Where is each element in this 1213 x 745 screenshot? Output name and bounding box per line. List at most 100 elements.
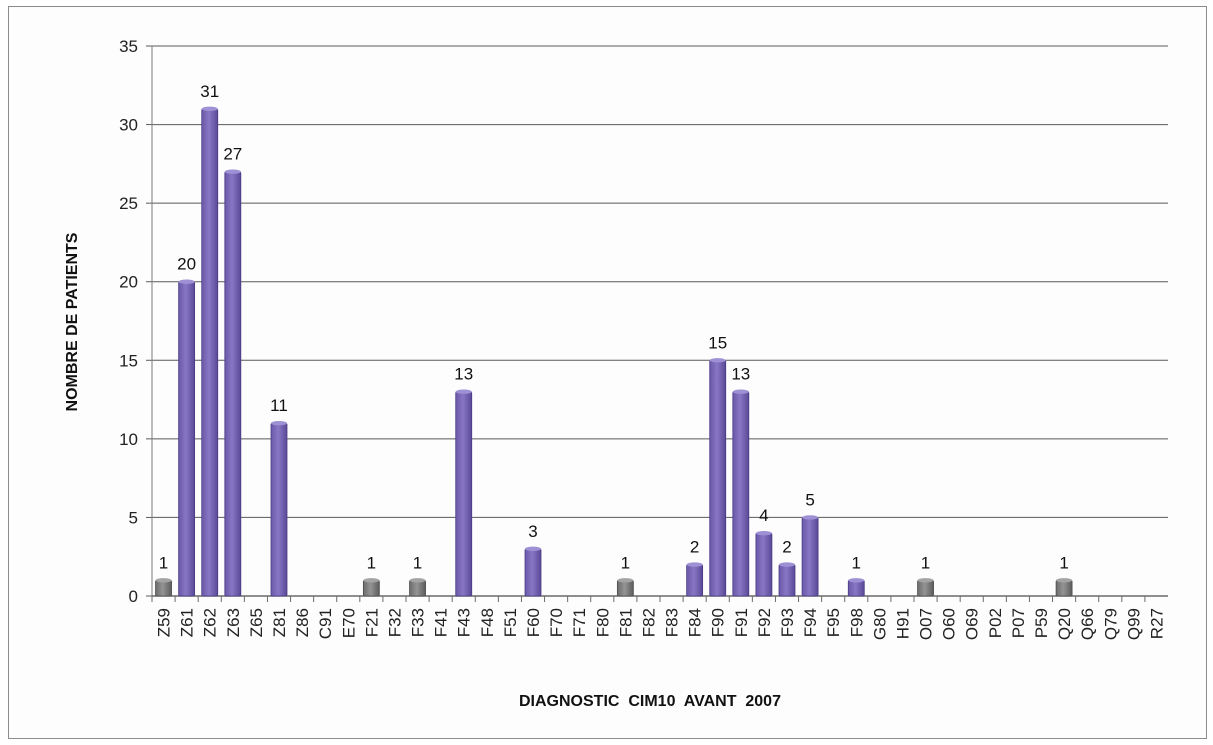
bar-cap	[409, 578, 426, 583]
x-tick-label: Z62	[201, 608, 220, 637]
bar	[616, 579, 634, 597]
x-tick-label: F90	[709, 608, 728, 637]
x-tick-label: H91	[893, 608, 912, 639]
x-tick-label: G80	[870, 608, 889, 640]
x-tick-label: F70	[547, 608, 566, 637]
x-tick-label: P02	[986, 608, 1005, 638]
data-label: 5	[805, 490, 814, 509]
x-tick-label: F91	[732, 608, 751, 637]
y-tick-label: 5	[129, 508, 138, 527]
bar	[270, 422, 288, 597]
x-tick-label: O07	[917, 608, 936, 640]
x-tick-label: F92	[755, 608, 774, 637]
x-tick-label: F41	[432, 608, 451, 637]
x-axis-title: DIAGNOSTIC CIM10 AVANT 2007	[519, 693, 781, 710]
data-label: 13	[454, 365, 473, 384]
x-tick-label: O60	[940, 608, 959, 640]
x-tick-label: E70	[339, 608, 358, 638]
data-label: 20	[177, 255, 196, 274]
data-label: 1	[159, 553, 168, 572]
x-tick-label: P07	[1009, 608, 1028, 638]
x-tick-label: F21	[362, 608, 381, 637]
x-tick-label: F84	[686, 608, 705, 637]
bar-cap	[617, 578, 634, 583]
x-tick-label: Z63	[224, 608, 243, 637]
data-label: 3	[528, 522, 537, 541]
data-label: 4	[759, 506, 768, 525]
x-tick-label: Q20	[1055, 608, 1074, 640]
bar	[778, 564, 796, 597]
bar	[178, 281, 196, 597]
x-tick-label: Z86	[293, 608, 312, 637]
x-tick-label: P59	[1032, 608, 1051, 638]
bar	[1055, 579, 1073, 597]
x-tick-label: Z61	[178, 608, 197, 637]
bar-cap	[271, 420, 287, 426]
gridlines	[146, 45, 1168, 597]
x-tick-label: Z81	[270, 608, 289, 637]
x-tick-label: Q99	[1124, 608, 1143, 640]
bar-cap	[802, 515, 819, 520]
x-tick-label: F71	[570, 608, 589, 637]
bar	[847, 579, 865, 597]
bar	[755, 532, 773, 597]
x-tick-label: F48	[478, 608, 497, 637]
x-tick-label: F93	[778, 608, 797, 637]
data-label: 2	[690, 538, 699, 557]
bar	[224, 171, 242, 597]
x-tick-label: F43	[455, 608, 474, 637]
bar	[732, 391, 750, 597]
bar	[155, 579, 172, 597]
y-tick-label: 30	[119, 116, 138, 135]
data-label: 1	[367, 553, 376, 572]
x-tick-label: F60	[524, 608, 543, 637]
bar	[362, 579, 380, 597]
x-tick-label: F95	[824, 608, 843, 637]
x-tick-label: F83	[663, 608, 682, 637]
bar	[917, 579, 934, 597]
y-axis-title: NOMBRE DE PATIENTS	[64, 232, 81, 411]
x-tick-label: Q66	[1078, 608, 1097, 640]
bar-cap	[178, 279, 195, 284]
bar-cap	[848, 578, 865, 583]
bar-cap	[363, 578, 380, 583]
x-tick-label: F32	[385, 608, 404, 637]
data-label: 1	[852, 553, 861, 572]
y-axis-ticks: 0 5 10 15 20 25 30 35	[119, 37, 138, 606]
data-label: 2	[782, 538, 791, 557]
x-tick-label: F98	[847, 608, 866, 637]
bar-cap	[201, 106, 218, 112]
x-tick-label: C91	[316, 608, 335, 639]
y-tick-label: 15	[119, 351, 138, 370]
bar-cap	[224, 169, 241, 174]
x-tick-label: F94	[801, 608, 820, 637]
bar-cap	[686, 562, 703, 567]
bar-cap	[755, 530, 772, 536]
data-label: 13	[731, 365, 750, 384]
x-tick-label: Q79	[1101, 608, 1120, 640]
x-axis-ticks: Z59 Z61 Z62 Z63 Z65 Z81 Z86 C91 E70 F21 F32 F33 F41 F…	[151, 596, 1166, 640]
bar-cap	[525, 546, 541, 552]
y-tick-label: 35	[119, 37, 138, 56]
x-tick-label: F33	[409, 608, 428, 637]
y-tick-label: 0	[129, 587, 138, 606]
data-label: 1	[413, 553, 422, 572]
bar-cap	[455, 389, 472, 394]
bar-cap	[155, 578, 172, 583]
data-label: 27	[223, 145, 242, 164]
bar	[455, 391, 473, 597]
data-label: 15	[708, 333, 727, 352]
y-tick-label: 20	[119, 273, 138, 292]
data-label: 11	[270, 396, 288, 415]
bars	[155, 106, 1073, 597]
bar	[709, 359, 727, 597]
bar	[801, 517, 819, 597]
x-tick-label: F81	[616, 608, 635, 637]
y-tick-label: 10	[119, 430, 138, 449]
data-label: 1	[1059, 553, 1068, 572]
bar	[524, 548, 542, 597]
x-tick-label: F80	[593, 608, 612, 637]
y-tick-label: 25	[119, 194, 138, 213]
